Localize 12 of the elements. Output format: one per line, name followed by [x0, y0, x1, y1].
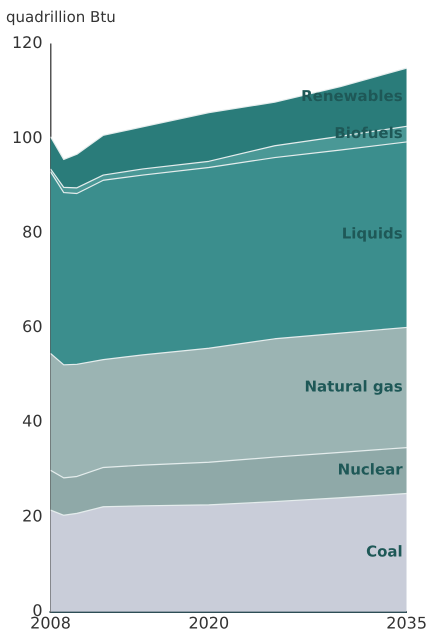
x-tick-label: 2035 — [386, 614, 427, 633]
y-axis-title: quadrillion Btu — [6, 8, 116, 26]
y-tick-label: 20 — [22, 506, 43, 526]
y-tick-label: 60 — [22, 317, 43, 336]
y-tick-label: 40 — [22, 412, 43, 431]
y-tick-label: 100 — [12, 128, 43, 147]
y-tick-label: 80 — [22, 222, 43, 242]
series-label: Coal — [366, 542, 403, 561]
x-tick-label: 2020 — [188, 614, 230, 633]
y-tick-label: 120 — [12, 33, 43, 52]
series-label: Nuclear — [338, 460, 404, 478]
series-label: Natural gas — [304, 377, 403, 396]
